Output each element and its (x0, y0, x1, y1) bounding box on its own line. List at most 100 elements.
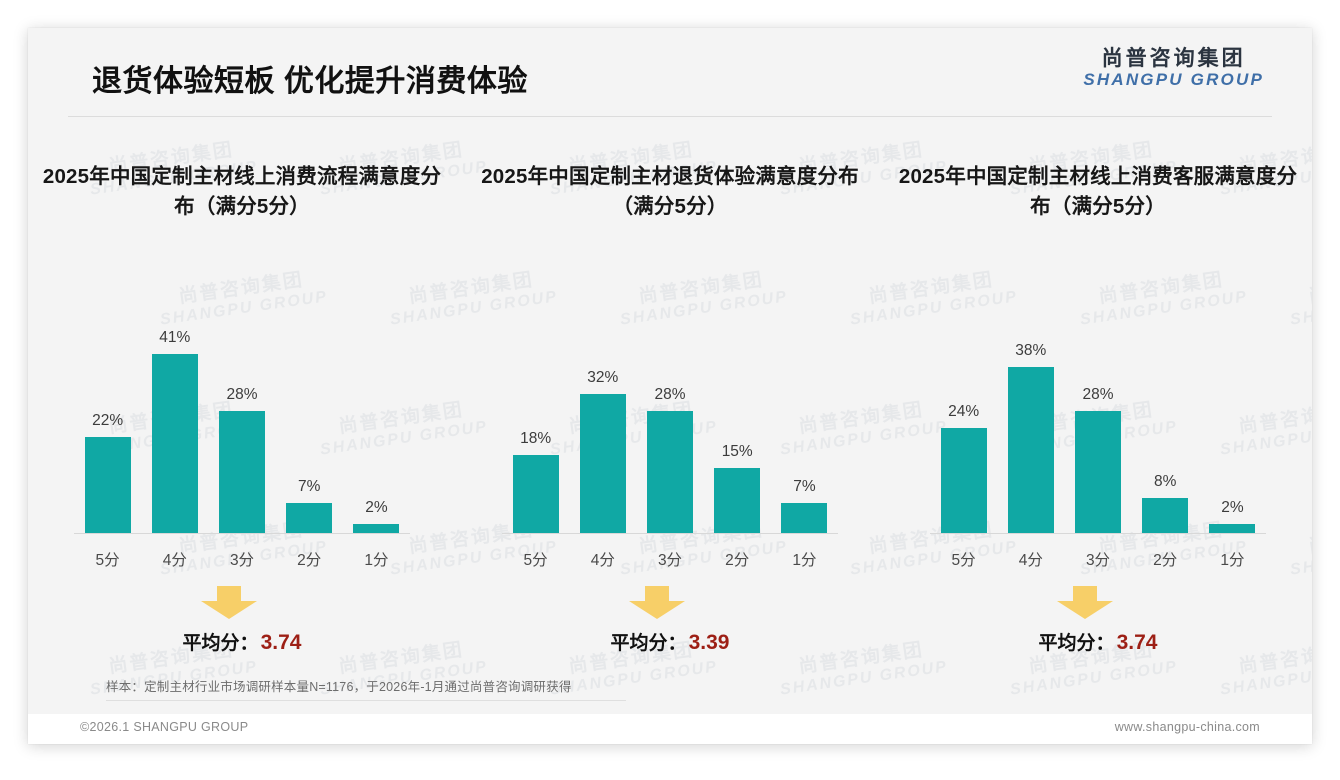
bar[interactable] (151, 354, 198, 533)
x-axis-labels: 5分 4分 3分 2分 1分 (74, 536, 410, 570)
bar-value-label: 32% (587, 369, 619, 386)
average-score-line: 平均分：3.39 (456, 628, 884, 655)
x-axis-tick-label: 3分 (657, 552, 683, 569)
chart-title: 2025年中国定制主材线上消费客服满意度分布（满分5分） (898, 165, 1298, 218)
footer-copyright: ©2026.1 SHANGPU GROUP (80, 720, 249, 734)
bar-value-label: 7% (298, 478, 321, 495)
down-arrow-icon (1056, 586, 1114, 620)
bar-value-label: 22% (92, 412, 124, 429)
bar-slot[interactable]: 22% (74, 282, 141, 533)
bar[interactable] (84, 437, 131, 533)
x-axis-tick-label: 1分 (1220, 552, 1245, 569)
brand-logo: 尚普咨询集团 SHANGPU GROUP (1083, 47, 1264, 89)
average-score-block: 平均分：3.74 (884, 584, 1312, 670)
average-score-line: 平均分：3.74 (884, 628, 1312, 655)
down-arrow-icon (200, 586, 258, 620)
sample-footnote: 样本：定制主材行业市场调研样本量N=1176，于2026年-1月通过尚普咨询调研… (106, 680, 572, 694)
bar-slot[interactable]: 18% (502, 282, 569, 533)
bar-slot[interactable]: 7% (771, 282, 838, 533)
bar-slot[interactable]: 15% (704, 282, 771, 533)
bar-slot[interactable]: 2% (1199, 282, 1266, 533)
bar[interactable] (512, 455, 559, 533)
x-axis-tick-label: 4分 (162, 552, 187, 569)
average-score-line: 平均分：3.74 (28, 628, 456, 655)
bar-slot[interactable]: 41% (141, 282, 208, 533)
bar-group: 24% 38% 28% 8% 2% (930, 282, 1266, 533)
bar-slot[interactable]: 8% (1132, 282, 1199, 533)
x-axis-line (502, 533, 838, 534)
page-title: 退货体验短板 优化提升消费体验 (92, 65, 528, 98)
x-axis-tick-label: 5分 (523, 552, 548, 569)
logo-chinese-text: 尚普咨询集团 (1101, 47, 1246, 70)
bar-value-label: 24% (948, 403, 980, 420)
chart-title: 2025年中国定制主材线上消费流程满意度分布（满分5分） (42, 165, 442, 218)
x-axis-tick-label: 1分 (364, 552, 389, 569)
average-score-block: 平均分：3.74 (28, 584, 456, 670)
bar-slot[interactable]: 32% (569, 282, 636, 533)
bar-value-label: 7% (793, 478, 816, 495)
bar[interactable] (286, 503, 333, 533)
header-divider (68, 116, 1272, 117)
average-score-label: 平均分： (1038, 633, 1115, 654)
x-axis-tick-label: 3分 (1085, 552, 1111, 569)
bar[interactable] (781, 503, 828, 533)
slide-header: 退货体验短板 优化提升消费体验 尚普咨询集团 SHANGPU GROUP (28, 28, 1312, 118)
x-axis-tick-label: 5分 (95, 552, 120, 569)
chart-panel: 2025年中国定制主材线上消费流程满意度分布（满分5分） 22% 41% 28% 7% 2… (28, 132, 456, 672)
bar[interactable] (353, 524, 400, 533)
bar-value-label: 2% (365, 499, 388, 516)
plot-area: 18% 32% 28% 15% 7% (502, 282, 838, 534)
bar[interactable] (1007, 367, 1054, 533)
bar-value-label: 15% (721, 443, 753, 460)
bar-slot[interactable]: 28% (636, 282, 703, 533)
bar[interactable] (1075, 411, 1121, 533)
average-score-block: 平均分：3.39 (456, 584, 884, 670)
average-score-label: 平均分： (182, 633, 259, 654)
plot-area: 24% 38% 28% 8% 2% (930, 282, 1266, 534)
bar-slot[interactable]: 28% (208, 282, 275, 533)
bar[interactable] (219, 411, 265, 533)
bar[interactable] (1209, 524, 1256, 533)
bar-slot[interactable]: 2% (343, 282, 410, 533)
x-axis-tick-label: 2分 (1153, 552, 1178, 569)
bar[interactable] (579, 394, 626, 533)
average-score-value: 3.39 (688, 631, 730, 654)
x-axis-tick-label: 4分 (590, 552, 615, 569)
logo-english-text: SHANGPU GROUP (1083, 69, 1264, 89)
bar[interactable] (714, 468, 761, 533)
bar-value-label: 28% (226, 386, 258, 403)
chart-panel: 2025年中国定制主材线上消费客服满意度分布（满分5分） 24% 38% 28% 8% 2… (884, 132, 1312, 672)
x-axis-line (74, 533, 410, 534)
x-axis-line (930, 533, 1266, 534)
average-score-value: 3.74 (1116, 631, 1158, 654)
charts-row: 2025年中国定制主材线上消费流程满意度分布（满分5分） 22% 41% 28% 7% 2… (28, 132, 1312, 672)
bar-slot[interactable]: 7% (276, 282, 343, 533)
chart-title: 2025年中国定制主材退货体验满意度分布（满分5分） (481, 165, 859, 218)
bar-value-label: 28% (654, 386, 686, 403)
bar-value-label: 41% (159, 329, 191, 346)
average-score-value: 3.74 (260, 631, 302, 654)
bar-value-label: 18% (520, 430, 552, 447)
down-arrow-icon (628, 586, 686, 620)
bar[interactable] (647, 411, 693, 533)
x-axis-labels: 5分 4分 3分 2分 1分 (930, 536, 1266, 570)
bar-value-label: 2% (1221, 499, 1244, 516)
bar[interactable] (1142, 498, 1189, 533)
average-score-label: 平均分： (610, 633, 687, 654)
chart-panel: 2025年中国定制主材退货体验满意度分布（满分5分） 18% 32% 28% 15% 7%… (456, 132, 884, 672)
bar-slot[interactable]: 38% (997, 282, 1064, 533)
bar-slot[interactable]: 24% (930, 282, 997, 533)
bar-slot[interactable]: 28% (1064, 282, 1131, 533)
bar-chart: 24% 38% 28% 8% 2% 5分 4分 3分 2分 1分 (930, 282, 1266, 572)
bar-chart: 18% 32% 28% 15% 7% 5分 4分 3分 2分 1分 (502, 282, 838, 572)
x-axis-tick-label: 1分 (792, 552, 817, 569)
bar-group: 18% 32% 28% 15% 7% (502, 282, 838, 533)
x-axis-labels: 5分 4分 3分 2分 1分 (502, 536, 838, 570)
x-axis-tick-label: 2分 (297, 552, 322, 569)
footer-website[interactable]: www.shangpu-china.com (1114, 720, 1260, 734)
x-axis-tick-label: 5分 (951, 552, 976, 569)
slide-footer: ©2026.1 SHANGPU GROUP www.shangpu-china.… (28, 714, 1312, 744)
bar[interactable] (940, 428, 987, 533)
x-axis-tick-label: 3分 (229, 552, 255, 569)
